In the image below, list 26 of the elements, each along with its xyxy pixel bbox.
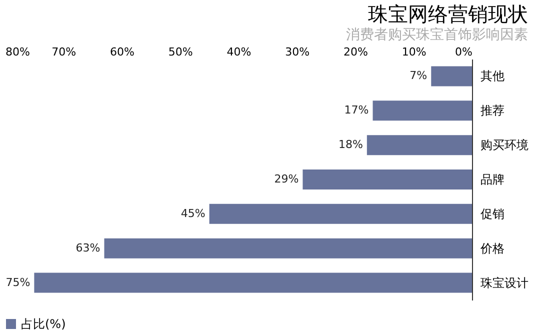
- y-tick-label: 珠宝设计: [480, 276, 528, 290]
- y-tick-label: 促销: [480, 206, 504, 221]
- data-label: 17%: [344, 104, 369, 117]
- y-tick-label: 购买环境: [480, 138, 528, 152]
- y-tick-label: 价格: [480, 241, 504, 256]
- data-label: 7%: [410, 69, 428, 82]
- x-tick-label: 10%: [402, 46, 426, 58]
- chart-subtitle: 消费者购买珠宝首饰影响因素: [346, 27, 528, 43]
- x-tick-label: 60%: [110, 46, 134, 58]
- y-tick-label: 品牌: [480, 172, 504, 186]
- y-tick-label: 其他: [480, 69, 504, 84]
- x-tick-label: 0%: [455, 46, 472, 58]
- x-tick-label: 20%: [344, 46, 368, 58]
- data-label: 75%: [6, 276, 30, 289]
- chart-title: 珠宝网络营销现状: [368, 2, 528, 26]
- x-tick-label: 40%: [226, 46, 252, 58]
- legend-label: 占比(%): [21, 317, 66, 331]
- x-tick-label: 80%: [6, 46, 30, 58]
- x-tick-label: 50%: [168, 46, 193, 58]
- data-label: 63%: [76, 241, 100, 254]
- x-tick-label: 30%: [285, 46, 310, 58]
- x-tick-label: 70%: [52, 46, 76, 58]
- data-label: 29%: [274, 172, 299, 186]
- data-label: 18%: [338, 138, 363, 152]
- y-tick-label: 推荐: [480, 104, 504, 118]
- data-label: 45%: [180, 206, 206, 220]
